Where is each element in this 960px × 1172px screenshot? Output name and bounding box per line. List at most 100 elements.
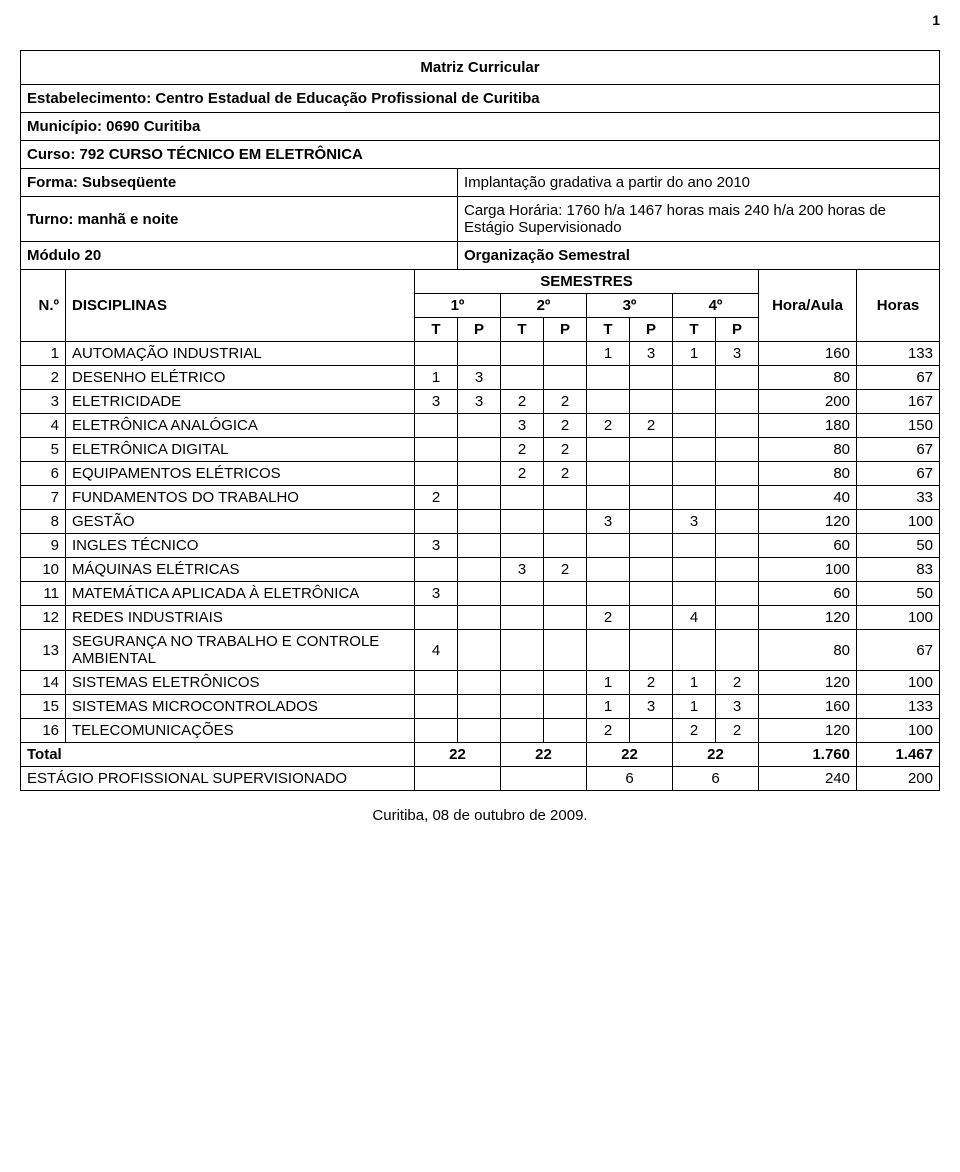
cell-value bbox=[673, 462, 716, 486]
cell-value bbox=[458, 414, 501, 438]
forma-label: Forma: Subseqüente bbox=[21, 169, 458, 197]
row-horas: 67 bbox=[857, 630, 940, 671]
cell-value bbox=[630, 510, 673, 534]
row-discipline: MATEMÁTICA APLICADA À ELETRÔNICA bbox=[66, 582, 415, 606]
cell-value bbox=[630, 606, 673, 630]
cell-value bbox=[716, 582, 759, 606]
cell-value bbox=[716, 414, 759, 438]
cell-value bbox=[587, 534, 630, 558]
col-hora-aula: Hora/Aula bbox=[759, 270, 857, 342]
cell-value: 3 bbox=[415, 390, 458, 414]
row-discipline: SEGURANÇA NO TRABALHO E CONTROLE AMBIENT… bbox=[66, 630, 415, 671]
table-row: 2DESENHO ELÉTRICO138067 bbox=[21, 366, 940, 390]
table-row: 11MATEMÁTICA APLICADA À ELETRÔNICA36050 bbox=[21, 582, 940, 606]
row-hora-aula: 120 bbox=[759, 671, 857, 695]
cell-value bbox=[587, 558, 630, 582]
cell-value bbox=[501, 486, 544, 510]
cell-value bbox=[544, 366, 587, 390]
cell-value: 2 bbox=[587, 606, 630, 630]
cell-value: 2 bbox=[501, 462, 544, 486]
curriculum-table: Matriz Curricular Estabelecimento: Centr… bbox=[20, 50, 940, 791]
cell-value bbox=[716, 390, 759, 414]
cell-value: 1 bbox=[587, 671, 630, 695]
row-index: 16 bbox=[21, 719, 66, 743]
cell-value: 3 bbox=[716, 342, 759, 366]
cell-value bbox=[415, 671, 458, 695]
col-disciplinas: DISCIPLINAS bbox=[66, 270, 415, 342]
col-t2: T bbox=[501, 318, 544, 342]
cell-value bbox=[716, 558, 759, 582]
cell-value bbox=[501, 606, 544, 630]
total-ha: 1.760 bbox=[759, 743, 857, 767]
cell-value bbox=[458, 719, 501, 743]
cell-value bbox=[415, 510, 458, 534]
row-index: 11 bbox=[21, 582, 66, 606]
estagio-h: 200 bbox=[857, 767, 940, 791]
table-row: 12REDES INDUSTRIAIS24120100 bbox=[21, 606, 940, 630]
cell-value bbox=[587, 438, 630, 462]
table-row: 13SEGURANÇA NO TRABALHO E CONTROLE AMBIE… bbox=[21, 630, 940, 671]
cell-value bbox=[501, 366, 544, 390]
col-n: N.º bbox=[21, 270, 66, 342]
row-hora-aula: 60 bbox=[759, 582, 857, 606]
estagio-s4: 6 bbox=[673, 767, 759, 791]
cell-value bbox=[630, 390, 673, 414]
cell-value: 2 bbox=[630, 414, 673, 438]
cell-value: 3 bbox=[716, 695, 759, 719]
cell-value: 4 bbox=[673, 606, 716, 630]
page-number: 1 bbox=[932, 12, 940, 28]
cell-value: 2 bbox=[587, 414, 630, 438]
col-s3: 3º bbox=[587, 294, 673, 318]
cell-value bbox=[630, 486, 673, 510]
cell-value bbox=[415, 462, 458, 486]
estagio-s3: 6 bbox=[587, 767, 673, 791]
estagio-ha: 240 bbox=[759, 767, 857, 791]
row-horas: 67 bbox=[857, 366, 940, 390]
row-index: 7 bbox=[21, 486, 66, 510]
row-horas: 50 bbox=[857, 582, 940, 606]
cell-value bbox=[458, 606, 501, 630]
cell-value: 3 bbox=[630, 342, 673, 366]
col-t3: T bbox=[587, 318, 630, 342]
cell-value bbox=[630, 438, 673, 462]
cell-value bbox=[544, 582, 587, 606]
row-discipline: AUTOMAÇÃO INDUSTRIAL bbox=[66, 342, 415, 366]
row-discipline: FUNDAMENTOS DO TRABALHO bbox=[66, 486, 415, 510]
cell-value bbox=[415, 606, 458, 630]
cell-value: 2 bbox=[587, 719, 630, 743]
col-p4: P bbox=[716, 318, 759, 342]
cell-value bbox=[630, 558, 673, 582]
cell-value bbox=[501, 719, 544, 743]
table-row: 9INGLES TÉCNICO36050 bbox=[21, 534, 940, 558]
cell-value bbox=[673, 438, 716, 462]
cell-value: 2 bbox=[716, 719, 759, 743]
estabelecimento: Estabelecimento: Centro Estadual de Educ… bbox=[21, 85, 940, 113]
row-discipline: SISTEMAS ELETRÔNICOS bbox=[66, 671, 415, 695]
cell-value bbox=[587, 486, 630, 510]
estagio-label: ESTÁGIO PROFISSIONAL SUPERVISIONADO bbox=[21, 767, 415, 791]
row-discipline: SISTEMAS MICROCONTROLADOS bbox=[66, 695, 415, 719]
cell-value: 3 bbox=[587, 510, 630, 534]
row-discipline: INGLES TÉCNICO bbox=[66, 534, 415, 558]
total-h: 1.467 bbox=[857, 743, 940, 767]
cell-value: 4 bbox=[415, 630, 458, 671]
cell-value: 1 bbox=[587, 342, 630, 366]
row-index: 13 bbox=[21, 630, 66, 671]
cell-value bbox=[716, 510, 759, 534]
cell-value bbox=[544, 510, 587, 534]
cell-value bbox=[458, 671, 501, 695]
cell-value bbox=[716, 534, 759, 558]
row-hora-aula: 160 bbox=[759, 695, 857, 719]
row-hora-aula: 40 bbox=[759, 486, 857, 510]
row-index: 3 bbox=[21, 390, 66, 414]
row-hora-aula: 180 bbox=[759, 414, 857, 438]
cell-value bbox=[501, 695, 544, 719]
table-row: 10MÁQUINAS ELÉTRICAS3210083 bbox=[21, 558, 940, 582]
cell-value bbox=[587, 390, 630, 414]
cell-value bbox=[673, 558, 716, 582]
row-discipline: DESENHO ELÉTRICO bbox=[66, 366, 415, 390]
curso: Curso: 792 CURSO TÉCNICO EM ELETRÔNICA bbox=[21, 141, 940, 169]
turno-value: Carga Horária: 1760 h/a 1467 horas mais … bbox=[458, 197, 940, 242]
col-t4: T bbox=[673, 318, 716, 342]
row-index: 2 bbox=[21, 366, 66, 390]
